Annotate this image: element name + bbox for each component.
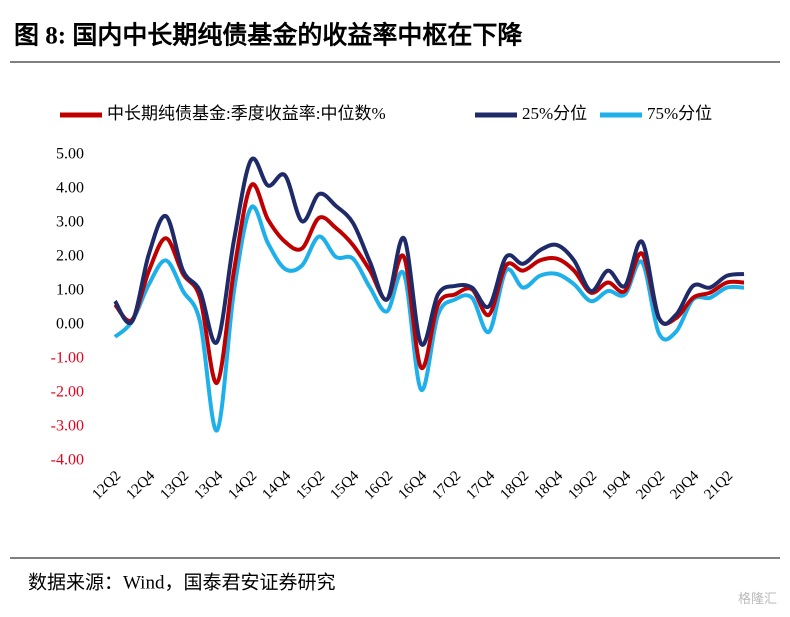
- x-tick-label: 13Q2: [157, 468, 192, 503]
- x-tick-label: 12Q2: [89, 468, 124, 503]
- legend-label: 中长期纯债基金:季度收益率:中位数%: [107, 104, 386, 123]
- y-tick-label: 2.00: [56, 248, 84, 265]
- x-tick-label: 17Q2: [429, 468, 464, 503]
- x-tick-label: 13Q4: [191, 468, 226, 503]
- y-tick-label: -4.00: [51, 452, 84, 469]
- series-line: [113, 156, 745, 347]
- x-tick-label: 16Q2: [361, 468, 396, 503]
- y-tick-label: -3.00: [51, 418, 84, 435]
- source: 数据来源：Wind，国泰君安证券研究: [28, 571, 335, 593]
- x-tick-label: 21Q2: [701, 468, 736, 503]
- x-tick-label: 15Q2: [293, 468, 328, 503]
- y-tick-label: -2.00: [51, 384, 84, 401]
- x-tick-label: 17Q4: [463, 468, 498, 503]
- x-tick-label: 20Q4: [667, 468, 702, 503]
- x-tick-label: 14Q4: [259, 468, 294, 503]
- x-tick-label: 18Q4: [531, 468, 566, 503]
- y-tick-label: 5.00: [56, 146, 84, 163]
- x-tick-label: 19Q4: [599, 468, 634, 503]
- legend-label: 75%分位: [647, 104, 712, 123]
- x-tick-label: 14Q2: [225, 468, 260, 503]
- y-tick-label: 3.00: [56, 214, 84, 231]
- watermark: 格隆汇: [738, 591, 777, 606]
- legend-label: 25%分位: [522, 104, 587, 123]
- chart-title: 图 8: 国内中长期纯债基金的收益率中枢在下降: [14, 21, 523, 50]
- x-tick-label: 19Q2: [565, 468, 600, 503]
- y-tick-label: 1.00: [56, 282, 84, 299]
- y-tick-label: 4.00: [56, 180, 84, 197]
- x-tick-label: 12Q4: [123, 468, 158, 503]
- y-tick-label: 0.00: [56, 316, 84, 333]
- y-tick-label: -1.00: [51, 350, 84, 367]
- series-line: [113, 182, 745, 385]
- x-tick-label: 15Q4: [327, 468, 362, 503]
- x-tick-label: 16Q4: [395, 468, 430, 503]
- x-tick-label: 18Q2: [497, 468, 532, 503]
- series-line: [113, 204, 745, 433]
- x-tick-label: 20Q2: [633, 468, 668, 503]
